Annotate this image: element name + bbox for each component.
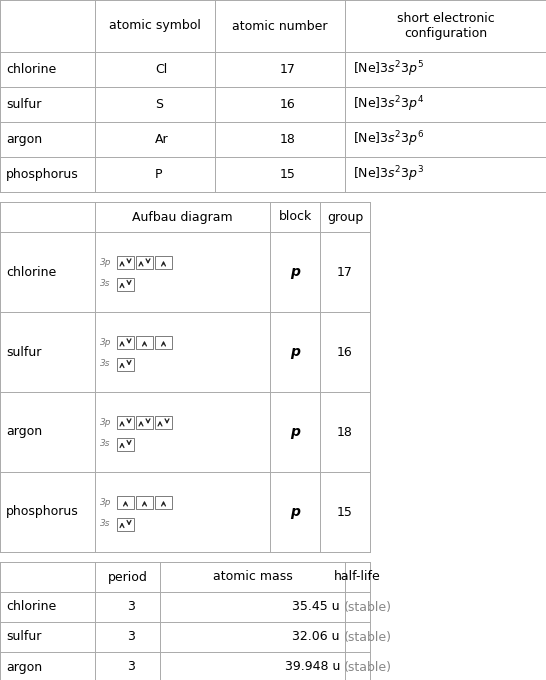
Text: (stable): (stable) — [343, 630, 391, 643]
Text: $\mathregular{[Ne]3}s^23p^5$: $\mathregular{[Ne]3}s^23p^5$ — [353, 60, 424, 80]
Text: S: S — [155, 98, 163, 111]
Bar — [117, 416, 134, 429]
Text: 16: 16 — [280, 98, 296, 111]
Bar — [155, 336, 172, 349]
Text: short electronic
configuration: short electronic configuration — [396, 12, 494, 40]
Text: sulfur: sulfur — [6, 345, 41, 358]
Text: 17: 17 — [337, 265, 353, 279]
Text: period: period — [108, 571, 147, 583]
Text: Cl: Cl — [155, 63, 167, 76]
Text: group: group — [327, 211, 363, 224]
Bar — [117, 437, 134, 450]
Text: sulfur: sulfur — [6, 98, 41, 111]
Bar — [136, 496, 153, 509]
Text: 3s: 3s — [100, 520, 110, 528]
Bar — [136, 336, 153, 349]
Text: 18: 18 — [337, 426, 353, 439]
Text: block: block — [278, 211, 312, 224]
Text: 18: 18 — [280, 133, 296, 146]
Bar — [117, 256, 134, 269]
Text: argon: argon — [6, 426, 42, 439]
Bar — [136, 256, 153, 269]
Text: 3s: 3s — [100, 360, 110, 369]
Text: 3p: 3p — [100, 498, 111, 507]
Text: Ar: Ar — [155, 133, 169, 146]
Text: 3: 3 — [128, 660, 135, 673]
Text: 3p: 3p — [100, 338, 111, 347]
Text: chlorine: chlorine — [6, 600, 56, 613]
Text: half-life: half-life — [334, 571, 381, 583]
Text: 3p: 3p — [100, 258, 111, 267]
Text: 16: 16 — [337, 345, 353, 358]
Text: $\mathregular{[Ne]3}s^23p^4$: $\mathregular{[Ne]3}s^23p^4$ — [353, 95, 424, 114]
Bar — [117, 277, 134, 290]
Text: 32.06 u: 32.06 u — [293, 630, 340, 643]
Text: 3: 3 — [128, 630, 135, 643]
Text: 3: 3 — [128, 600, 135, 613]
Text: 15: 15 — [280, 168, 296, 181]
Bar — [136, 416, 153, 429]
Text: Aufbau diagram: Aufbau diagram — [132, 211, 233, 224]
Text: (stable): (stable) — [343, 660, 391, 673]
Text: chlorine: chlorine — [6, 63, 56, 76]
Text: sulfur: sulfur — [6, 630, 41, 643]
Text: 35.45 u: 35.45 u — [292, 600, 340, 613]
Bar — [155, 416, 172, 429]
Text: $\mathregular{[Ne]3}s^23p^6$: $\mathregular{[Ne]3}s^23p^6$ — [353, 130, 424, 150]
Text: 15: 15 — [337, 505, 353, 518]
Bar — [117, 496, 134, 509]
Text: 17: 17 — [280, 63, 296, 76]
Text: phosphorus: phosphorus — [6, 505, 79, 518]
Bar — [117, 358, 134, 371]
Text: argon: argon — [6, 133, 42, 146]
Text: p: p — [290, 505, 300, 519]
Text: 3p: 3p — [100, 418, 111, 427]
Text: 39.948 u: 39.948 u — [284, 660, 340, 673]
Text: (stable): (stable) — [343, 600, 391, 613]
Text: atomic mass: atomic mass — [212, 571, 292, 583]
Text: 3s: 3s — [100, 439, 110, 449]
Text: p: p — [290, 265, 300, 279]
Text: atomic symbol: atomic symbol — [109, 20, 201, 33]
Bar — [117, 336, 134, 349]
Text: p: p — [290, 425, 300, 439]
Bar — [155, 496, 172, 509]
Text: chlorine: chlorine — [6, 265, 56, 279]
Text: $\mathregular{[Ne]3}s^23p^3$: $\mathregular{[Ne]3}s^23p^3$ — [353, 165, 424, 184]
Text: atomic number: atomic number — [232, 20, 328, 33]
Text: p: p — [290, 345, 300, 359]
Text: argon: argon — [6, 660, 42, 673]
Text: 3s: 3s — [100, 279, 110, 288]
Bar — [117, 517, 134, 530]
Text: phosphorus: phosphorus — [6, 168, 79, 181]
Bar — [155, 256, 172, 269]
Text: P: P — [155, 168, 163, 181]
